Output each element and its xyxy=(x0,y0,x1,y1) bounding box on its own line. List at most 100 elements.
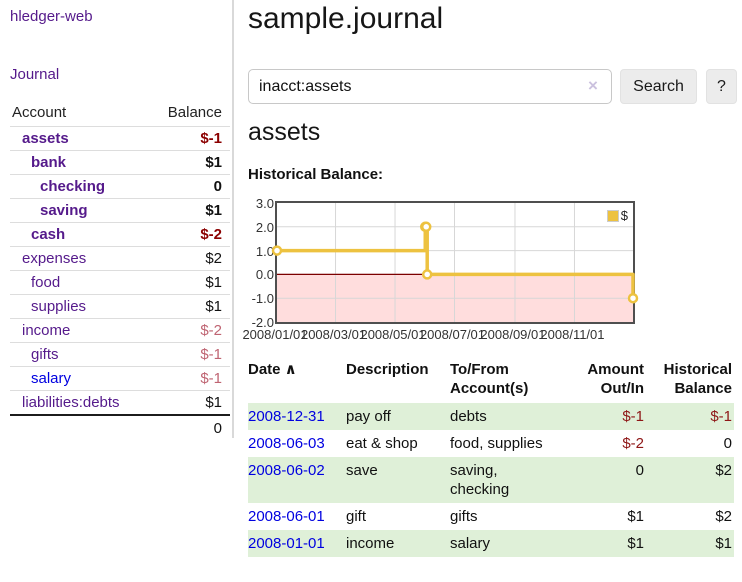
account-balance: $1 xyxy=(205,274,222,291)
account-row: checking 0 xyxy=(10,175,230,199)
x-tick-label: 2008/01/01 xyxy=(242,327,308,342)
transaction-date-link[interactable]: 2008-12-31 xyxy=(248,408,325,425)
search-input[interactable] xyxy=(248,69,612,104)
register-column-header: Description xyxy=(346,361,429,378)
transaction-balance-cell: $2 xyxy=(715,508,732,525)
x-tick-label: 2008/07/01 xyxy=(419,327,486,342)
transaction-date-cell: 2008-01-01 xyxy=(248,530,346,557)
transaction-amount-cell: $1 xyxy=(627,508,644,525)
transaction-date-link[interactable]: 2008-06-03 xyxy=(248,435,325,452)
transaction-balance-cell: 0 xyxy=(723,435,732,452)
transaction-description-cell: pay off xyxy=(346,403,450,430)
accounts-table-header: Account Balance xyxy=(10,100,230,127)
register-table: Date ∧ Description To/From Account(s) Amoun… xyxy=(248,357,734,557)
transaction-accounts-cell: debts xyxy=(450,403,562,430)
transaction-amount-cell: $1 xyxy=(562,530,646,557)
transaction-description-cell: save xyxy=(346,457,450,503)
account-row: gifts $-1 xyxy=(10,343,230,367)
register-column-header[interactable]: Date ∧ xyxy=(248,361,297,378)
account-row: liabilities:debts $1 xyxy=(10,391,230,416)
account-link[interactable]: assets xyxy=(22,130,69,147)
chart-title: Historical Balance: xyxy=(248,166,384,183)
account-link[interactable]: income xyxy=(22,322,71,339)
register-row: 2008-06-03 eat & shop food, supplies $-2 0 xyxy=(248,430,734,457)
page-title: sample.journal xyxy=(248,2,444,35)
account-balance: $1 xyxy=(205,154,222,171)
transaction-balance-cell: $-1 xyxy=(646,403,734,430)
accounts-table-body: assets $-1 bank $1 checking 0 saving $1 cash $-2 e… xyxy=(10,127,230,416)
x-tick-label: 2008/11/01 xyxy=(540,327,605,342)
account-balance: $-1 xyxy=(200,130,222,147)
account-balance: $1 xyxy=(205,202,222,219)
account-row: cash $-2 xyxy=(10,223,230,247)
account-row: expenses $2 xyxy=(10,247,230,271)
account-link[interactable]: gifts xyxy=(31,346,59,363)
accounts-table: Account Balance assets $-1 bank $1 checking 0… xyxy=(10,100,230,441)
sidebar-item-journal[interactable]: Journal xyxy=(10,66,60,83)
sidebar: hledger-web Journal Account Balance asse… xyxy=(0,0,232,445)
account-balance: 0 xyxy=(213,178,222,195)
account-row: food $1 xyxy=(10,271,230,295)
transaction-date-link[interactable]: 2008-06-01 xyxy=(248,508,325,525)
balance-line-svg xyxy=(271,203,639,322)
y-axis-labels: 3.0 2.0 1.0 0.0 -1.0 -2.0 xyxy=(238,196,274,330)
account-heading: assets xyxy=(248,118,321,146)
transaction-description-cell: income xyxy=(346,530,450,557)
transaction-date-cell: 2008-06-03 xyxy=(248,430,346,457)
transaction-accounts-cell: saving, checking xyxy=(450,457,562,503)
register-column-header: Historical Balance xyxy=(663,361,732,397)
account-balance: $-1 xyxy=(200,346,222,363)
x-tick-label: 2008/09/01 xyxy=(480,327,546,342)
search-button[interactable]: Search xyxy=(620,69,697,104)
account-link[interactable]: bank xyxy=(31,154,67,171)
account-link[interactable]: food xyxy=(31,274,61,291)
accounts-total: 0 xyxy=(213,420,222,437)
main-content: sample.journal × Search ? assets Histori… xyxy=(242,0,742,582)
register-body: 2008-12-31 pay off debts $-1 $-1 2008-06-03 ea… xyxy=(248,403,734,557)
account-link[interactable]: salary xyxy=(31,370,72,387)
clear-search-icon[interactable]: × xyxy=(588,76,598,95)
y-tick-label: 2.0 xyxy=(255,219,274,235)
x-tick-label: 2008/03/01 xyxy=(300,327,367,342)
y-tick-label: 3.0 xyxy=(255,196,274,211)
transaction-amount-cell: $-1 xyxy=(562,403,646,430)
y-tick-label: 1.0 xyxy=(255,243,274,259)
account-link[interactable]: expenses xyxy=(22,250,87,267)
help-button[interactable]: ? xyxy=(706,69,737,104)
chart-legend: $ xyxy=(604,207,630,224)
transaction-date-link[interactable]: 2008-06-02 xyxy=(248,462,325,479)
transaction-balance-cell: $1 xyxy=(646,530,734,557)
register-column-header: To/From Account(s) xyxy=(450,361,529,397)
account-balance: $2 xyxy=(205,250,222,267)
transaction-date-cell: 2008-06-01 xyxy=(248,503,346,530)
balance-column-header: Balance xyxy=(167,104,222,121)
y-tick-label: -1.0 xyxy=(251,291,274,307)
account-link[interactable]: liabilities:debts xyxy=(22,394,120,411)
account-row: income $-2 xyxy=(10,319,230,343)
transaction-description-cell: gift xyxy=(346,508,367,525)
transaction-date-link[interactable]: 2008-01-01 xyxy=(248,535,325,552)
account-row: supplies $1 xyxy=(10,295,230,319)
register-header-row: Date ∧ Description To/From Account(s) Amoun… xyxy=(248,357,734,403)
account-link[interactable]: checking xyxy=(40,178,106,195)
account-row: saving $1 xyxy=(10,199,230,223)
balance-chart: $ xyxy=(271,201,639,324)
transaction-amount-cell: $-2 xyxy=(622,435,644,452)
y-tick-label: 0.0 xyxy=(255,267,274,283)
x-axis-labels: 2008/01/01 2008/03/01 2008/05/01 2008/07/01… xyxy=(242,327,635,343)
account-link[interactable]: supplies xyxy=(31,298,87,315)
account-link[interactable]: saving xyxy=(40,202,88,219)
legend-label: $ xyxy=(620,208,628,223)
transaction-accounts-cell: food, supplies xyxy=(450,435,543,452)
register-row: 2008-06-02 save saving, checking 0 $2 xyxy=(248,457,734,503)
transaction-balance-cell: $2 xyxy=(646,457,734,503)
transaction-accounts-cell: gifts xyxy=(450,508,478,525)
register-row: 2008-12-31 pay off debts $-1 $-1 xyxy=(248,403,734,430)
sort-ascending-icon: ∧ xyxy=(280,361,297,378)
account-balance: $1 xyxy=(205,394,222,411)
app-brand-link[interactable]: hledger-web xyxy=(10,8,93,25)
account-link[interactable]: cash xyxy=(31,226,66,243)
transaction-amount-cell: 0 xyxy=(562,457,646,503)
x-tick-label: 2008/05/01 xyxy=(360,327,426,342)
register-row: 2008-01-01 income salary $1 $1 xyxy=(248,530,734,557)
